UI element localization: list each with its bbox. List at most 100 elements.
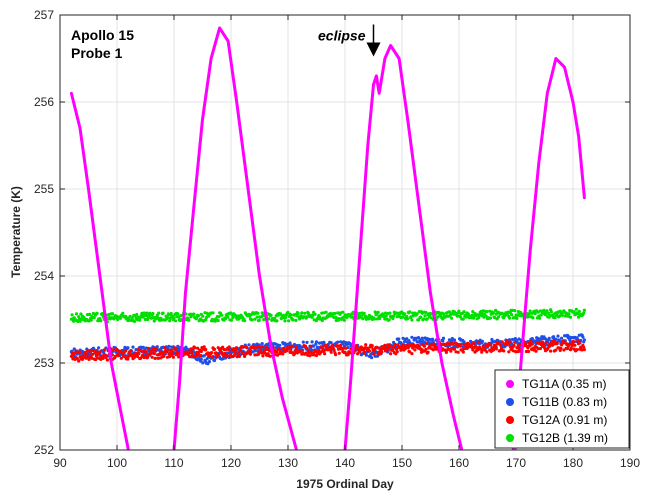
data-point — [488, 316, 493, 320]
data-point — [534, 349, 538, 353]
data-point — [314, 340, 319, 344]
y-axis-label: Temperature (K) — [9, 186, 23, 278]
data-point — [192, 312, 196, 316]
x-ticks: 90 100 110 120 130 140 150 160 170 180 190 — [53, 15, 640, 470]
data-point — [135, 354, 140, 359]
data-point — [359, 314, 363, 318]
data-point — [89, 318, 93, 322]
data-point — [187, 318, 191, 322]
data-point — [456, 350, 460, 354]
y-tick-label: 255 — [34, 182, 54, 196]
data-point — [341, 310, 345, 314]
data-point — [364, 343, 368, 347]
x-tick-label: 90 — [53, 456, 67, 470]
data-point — [102, 351, 106, 355]
data-point — [70, 349, 74, 353]
data-point — [562, 348, 566, 352]
data-point — [154, 346, 159, 350]
data-point — [105, 358, 109, 362]
data-point — [314, 353, 319, 358]
data-point — [177, 345, 181, 350]
data-point — [309, 344, 313, 348]
data-point — [290, 344, 294, 348]
data-point — [441, 339, 445, 343]
data-point — [294, 318, 298, 322]
data-point — [322, 340, 326, 344]
data-point — [362, 311, 366, 315]
data-point — [494, 347, 498, 351]
data-point — [126, 357, 130, 361]
data-point — [485, 350, 489, 354]
data-point — [105, 354, 109, 358]
data-point — [403, 312, 407, 316]
data-point — [358, 350, 362, 354]
data-point — [202, 345, 206, 349]
series-line — [511, 57, 586, 450]
data-point — [512, 343, 516, 348]
data-point — [217, 315, 221, 319]
data-point — [168, 319, 172, 323]
data-point — [166, 348, 170, 352]
data-point — [529, 339, 533, 344]
data-point — [510, 313, 514, 317]
data-point — [472, 316, 476, 320]
data-point — [471, 348, 475, 352]
data-point — [225, 353, 229, 357]
data-point — [552, 335, 556, 339]
data-point — [342, 318, 346, 322]
data-point — [425, 317, 429, 321]
data-point — [243, 319, 247, 323]
probe-label: Probe 1 — [71, 45, 123, 61]
data-point — [305, 340, 309, 344]
data-point — [210, 355, 214, 359]
data-point — [199, 353, 203, 358]
data-point — [238, 349, 242, 353]
data-point — [126, 346, 130, 350]
data-point — [462, 310, 466, 314]
data-point — [256, 311, 260, 315]
data-point — [383, 343, 387, 347]
data-point — [471, 310, 475, 314]
data-point — [422, 317, 426, 321]
data-point — [284, 315, 288, 319]
data-point — [334, 353, 338, 357]
data-point — [556, 334, 560, 338]
data-point — [313, 312, 317, 316]
data-point — [568, 315, 573, 319]
data-point — [408, 310, 412, 314]
mission-label: Apollo 15 — [71, 27, 134, 43]
data-point — [405, 317, 410, 321]
data-point — [210, 351, 214, 355]
data-point — [367, 349, 371, 353]
data-point — [69, 354, 73, 358]
data-point — [346, 353, 350, 357]
legend-marker — [506, 380, 514, 388]
data-point — [115, 347, 119, 352]
data-point — [538, 337, 543, 341]
data-point — [408, 350, 412, 354]
data-point — [229, 318, 233, 322]
x-tick-label: 150 — [392, 456, 412, 470]
data-point — [502, 349, 506, 353]
data-point — [119, 356, 123, 360]
data-point — [405, 337, 409, 341]
data-point — [488, 342, 493, 346]
data-point — [496, 341, 501, 345]
data-point — [143, 317, 148, 322]
data-point — [507, 316, 512, 320]
data-point — [320, 318, 324, 323]
x-axis-label: 1975 Ordinal Day — [296, 477, 394, 491]
data-point — [426, 350, 430, 354]
data-point — [474, 344, 478, 348]
data-point — [339, 343, 343, 348]
data-point — [567, 312, 571, 316]
data-point — [395, 350, 399, 354]
data-point — [517, 347, 521, 351]
data-point — [545, 309, 549, 313]
data-point — [176, 312, 180, 316]
data-point — [220, 313, 224, 317]
data-point — [527, 312, 532, 316]
x-tick-label: 190 — [620, 456, 640, 470]
data-point — [310, 340, 314, 344]
